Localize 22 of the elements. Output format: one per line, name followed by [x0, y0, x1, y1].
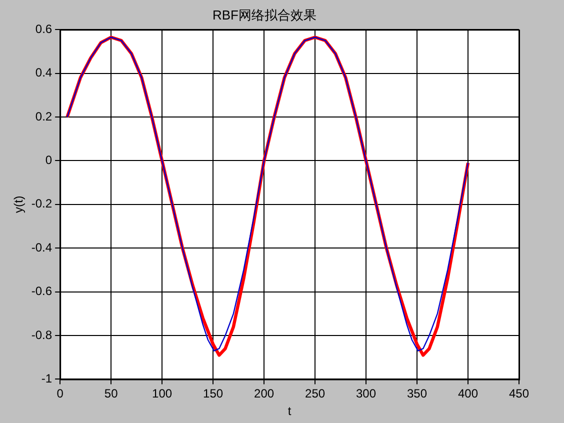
y-tick-label: 0: [45, 153, 52, 168]
y-tick-label: 0.6: [35, 22, 52, 36]
y-tick-label: -0.6: [31, 284, 52, 298]
y-axis-title: y(t): [12, 196, 26, 214]
y-tick-label: -0.8: [31, 328, 52, 342]
x-tick-label: 400: [458, 386, 478, 401]
x-tick-label: 250: [305, 386, 326, 401]
y-tick-label: 0.2: [35, 109, 52, 124]
chart-title: RBF网络拟合效果: [212, 7, 316, 22]
y-tick-label: -0.2: [31, 196, 52, 211]
x-tick-label: 0: [56, 386, 64, 401]
x-tick-label: 350: [407, 386, 428, 401]
x-tick-label: 50: [104, 386, 118, 401]
x-tick-label: 300: [356, 386, 376, 401]
y-tick-label: 0.4: [35, 66, 52, 80]
x-tick-label: 450: [508, 386, 530, 401]
x-axis-title: t: [288, 404, 292, 418]
x-tick-label: 150: [203, 386, 224, 401]
x-tick-label: 100: [152, 386, 172, 401]
y-tick-label: -1: [41, 372, 52, 386]
x-tick-label: 200: [254, 386, 274, 401]
y-tick-label: -0.4: [31, 240, 52, 254]
